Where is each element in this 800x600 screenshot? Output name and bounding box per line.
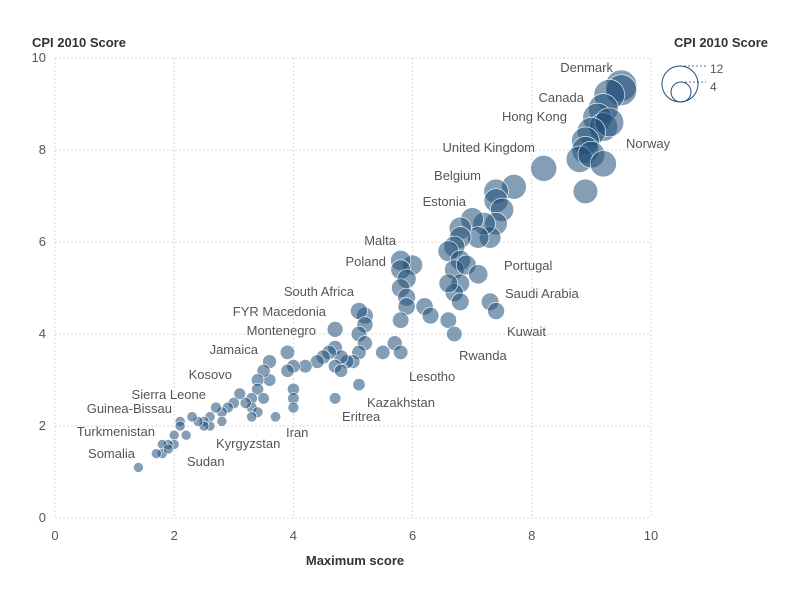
data-point	[270, 411, 282, 423]
data-point	[589, 150, 617, 178]
data-point	[438, 273, 459, 294]
data-point	[334, 363, 349, 378]
y-tick-label: 8	[39, 142, 46, 157]
size-legend-label-small: 4	[710, 80, 717, 94]
country-label: Sierra Leone	[132, 387, 206, 402]
data-point	[287, 401, 300, 414]
data-point	[392, 311, 410, 329]
size-legend-label-large: 12	[710, 62, 724, 76]
data-point	[168, 429, 180, 441]
y-axis-ticks: 0 2 4 6 8 10	[32, 50, 46, 525]
data-point	[393, 344, 409, 360]
data-point	[210, 401, 222, 414]
size-legend-circle-large	[661, 65, 699, 103]
country-label: Estonia	[423, 194, 467, 209]
data-point	[174, 420, 186, 432]
country-label: Belgium	[434, 168, 481, 183]
y-axis-title: CPI 2010 Score	[32, 35, 126, 50]
data-point	[216, 416, 228, 427]
country-label: Jamaica	[210, 342, 259, 357]
data-point	[133, 462, 144, 473]
data-point	[151, 448, 162, 459]
size-legend: CPI 2010 Score 12 4	[661, 35, 768, 103]
country-label: Montenegro	[247, 323, 316, 338]
country-label: Eritrea	[342, 409, 381, 424]
data-point	[326, 321, 344, 338]
points	[133, 69, 638, 473]
y-tick-label: 0	[39, 510, 46, 525]
data-point	[180, 429, 192, 441]
x-tick-label: 6	[409, 528, 416, 543]
country-label: Kosovo	[189, 367, 232, 382]
data-point	[446, 325, 463, 343]
data-point	[186, 411, 198, 423]
country-label: Denmark	[560, 60, 613, 75]
data-point	[329, 392, 342, 405]
country-label: Canada	[538, 90, 584, 105]
data-point	[530, 155, 558, 182]
data-point	[468, 264, 489, 285]
data-point	[162, 443, 174, 455]
x-tick-label: 10	[644, 528, 658, 543]
country-label: Portugal	[504, 258, 553, 273]
country-label: United Kingdom	[443, 140, 536, 155]
country-label: Saudi Arabia	[505, 286, 579, 301]
data-point	[251, 382, 265, 396]
country-label: Somalia	[88, 446, 136, 461]
data-point	[572, 178, 599, 204]
country-label: Turkmenistan	[77, 424, 155, 439]
country-label: Guinea-Bissau	[87, 401, 172, 416]
country-label: Malta	[364, 233, 397, 248]
country-label: Kuwait	[507, 324, 546, 339]
country-label: Iran	[286, 425, 308, 440]
data-point	[280, 363, 295, 378]
y-tick-label: 4	[39, 326, 46, 341]
data-point	[239, 397, 252, 409]
country-label: Poland	[346, 254, 386, 269]
y-tick-label: 2	[39, 418, 46, 433]
data-point	[298, 359, 313, 374]
country-label: Hong Kong	[502, 109, 567, 124]
data-point	[439, 311, 457, 329]
x-tick-label: 8	[528, 528, 535, 543]
data-point	[233, 387, 246, 401]
y-tick-label: 6	[39, 234, 46, 249]
country-label: Sudan	[187, 454, 225, 469]
country-label: FYR Macedonia	[233, 304, 327, 319]
x-tick-label: 0	[51, 528, 58, 543]
country-label: Norway	[626, 136, 671, 151]
country-label: Kyrgyzstan	[216, 436, 280, 451]
country-label: Lesotho	[409, 369, 455, 384]
country-labels: Denmark Canada Hong Kong Norway United Kingd…	[77, 60, 671, 469]
x-axis-title: Maximum score	[306, 553, 404, 568]
data-point	[487, 302, 505, 320]
data-point	[375, 344, 391, 360]
country-label: Rwanda	[459, 348, 507, 363]
x-tick-label: 4	[290, 528, 297, 543]
data-point	[257, 392, 270, 405]
y-tick-label: 10	[32, 50, 46, 65]
data-point	[246, 411, 258, 423]
data-point	[421, 306, 440, 325]
data-point	[451, 292, 470, 311]
country-label: South Africa	[284, 284, 355, 299]
country-label: Kazakhstan	[367, 395, 435, 410]
size-legend-title: CPI 2010 Score	[674, 35, 768, 50]
data-point	[352, 378, 366, 392]
size-legend-circle-small	[670, 81, 692, 103]
data-point	[279, 344, 295, 360]
x-tick-label: 2	[171, 528, 178, 543]
x-axis-ticks: 0 2 4 6 8 10	[51, 528, 658, 543]
